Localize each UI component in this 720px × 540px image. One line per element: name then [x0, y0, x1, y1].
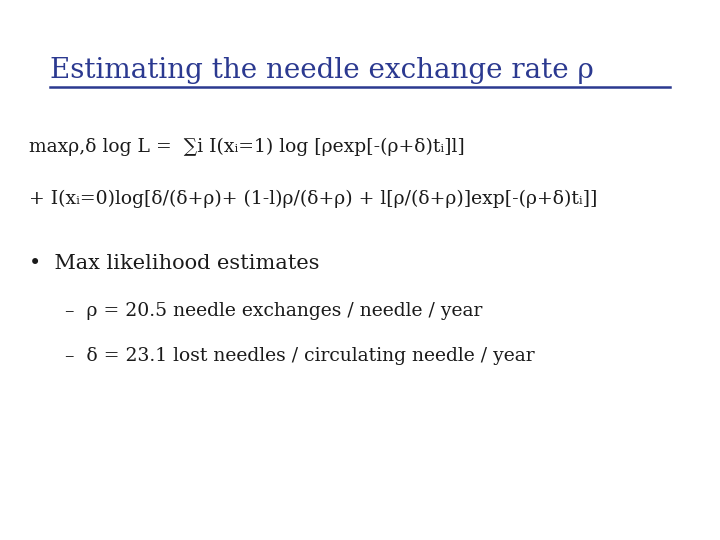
Text: •  Max likelihood estimates: • Max likelihood estimates — [29, 254, 319, 273]
Text: –  ρ = 20.5 needle exchanges / needle / year: – ρ = 20.5 needle exchanges / needle / y… — [65, 302, 482, 320]
Text: maxρ,δ log L =  ∑i I(xᵢ=1) log [ρexp[-(ρ+δ)tᵢ]l]: maxρ,δ log L = ∑i I(xᵢ=1) log [ρexp[-(ρ+… — [29, 138, 464, 156]
Text: Estimating the needle exchange rate ρ: Estimating the needle exchange rate ρ — [50, 57, 594, 84]
Text: –  δ = 23.1 lost needles / circulating needle / year: – δ = 23.1 lost needles / circulating ne… — [65, 347, 534, 364]
Text: + I(xᵢ=0)log[δ/(δ+ρ)+ (1-l)ρ/(δ+ρ) + l[ρ/(δ+ρ)]exp[-(ρ+δ)tᵢ]]: + I(xᵢ=0)log[δ/(δ+ρ)+ (1-l)ρ/(δ+ρ) + l[ρ… — [29, 190, 597, 208]
